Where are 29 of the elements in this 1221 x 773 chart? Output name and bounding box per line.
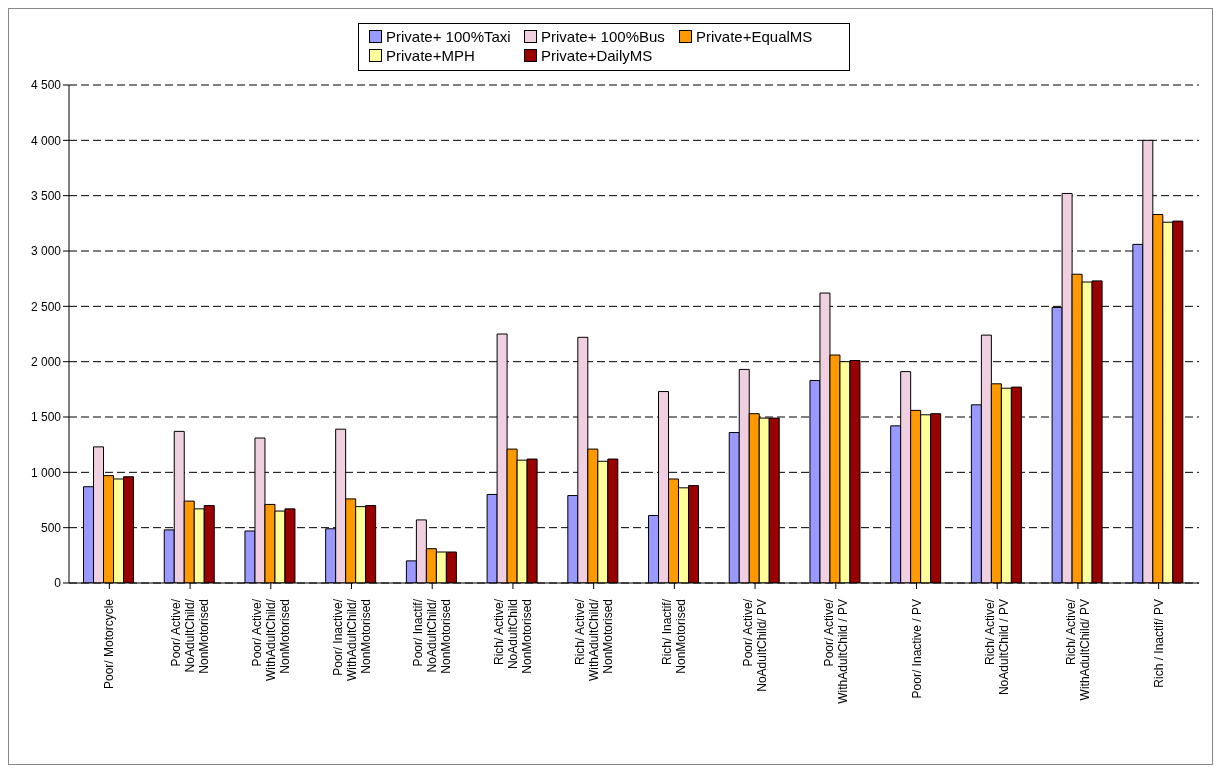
x-tick-label: Poor/ Active/ NoAdultChild/ PV	[741, 598, 770, 692]
x-tick-label: Rich / Inactif/ PV	[1151, 599, 1166, 688]
x-tick-label: Rich/ Inactif/ NonMotorised	[660, 598, 689, 674]
x-tick-label: Rich/ Active/ WithAdultChild/ PV	[1063, 598, 1092, 701]
y-tick-label: 3 000	[30, 244, 62, 259]
legend-label: Private+EqualMS	[696, 28, 813, 45]
x-tick-label: Poor/ Active/ WithAdultChild / PV	[821, 598, 850, 704]
legend-label: Private+ 100%Taxi	[386, 28, 511, 45]
legend-label: Private+ 100%Bus	[541, 28, 665, 45]
y-tick-label: 0	[54, 576, 62, 591]
y-tick-label: 4 500	[30, 78, 62, 93]
y-tick-label: 500	[40, 520, 62, 535]
y-tick-label: 1 000	[30, 465, 62, 480]
x-tick-label: Rich/ Active/ NoAdultChild / PV	[983, 598, 1012, 696]
y-tick-label: 1 500	[30, 410, 62, 425]
legend-label: Private+DailyMS	[541, 47, 653, 64]
x-tick-label: Poor/ Inactive / PV	[909, 599, 924, 699]
x-tick-label: Rich/ Active/ WithAdultChild/ NonMotorised	[572, 598, 615, 682]
x-tick-label: Poor/ Inactive/ WithAdultChild/ NonMotorised	[330, 598, 373, 682]
y-tick-label: 2 000	[30, 354, 62, 369]
y-tick-label: 4 000	[30, 133, 62, 148]
y-tick-label: 2 500	[30, 299, 62, 314]
y-tick-label: 3 500	[30, 188, 62, 203]
x-tick-label: Poor/ Active/ WithAdultChild/ NonMotorised	[249, 598, 292, 682]
legend-label: Private+MPH	[386, 47, 475, 64]
x-tick-label: Poor/ Active/ NoAdultChild/ NonMotorised	[169, 598, 212, 674]
x-tick-label: Poor/ Inactif/ NoAdultChild/ NonMotorised	[411, 598, 454, 674]
x-tick-label: Rich/ Active/ NoAdultChild NonMotorised	[491, 598, 534, 674]
x-tick-label: Poor/ Motorcycle	[102, 598, 117, 690]
